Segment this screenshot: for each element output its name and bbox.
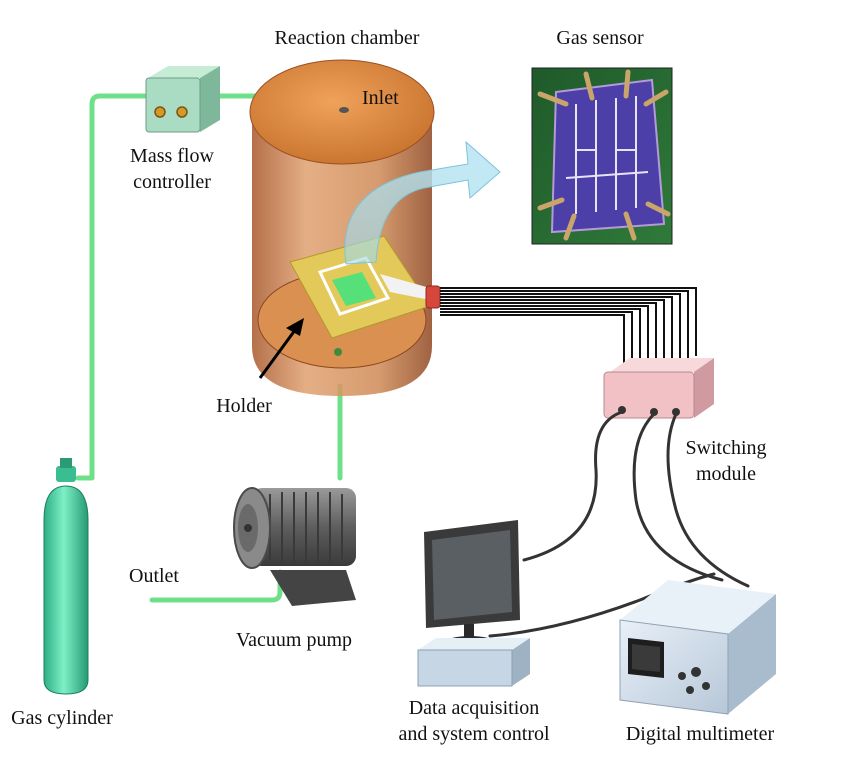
switching-module bbox=[603, 358, 714, 419]
label-inlet: Inlet bbox=[362, 87, 399, 109]
cable-bundle bbox=[425, 285, 697, 370]
label-gas-sensor: Gas sensor bbox=[556, 27, 644, 49]
label-mass-flow-line1: Mass flow bbox=[130, 145, 214, 167]
mass-flow-controller bbox=[145, 66, 220, 133]
label-switching-line2: module bbox=[696, 463, 756, 485]
label-switching-line1: Switching bbox=[685, 437, 766, 459]
gas-sensor-photo bbox=[531, 67, 673, 245]
label-vacuum-pump: Vacuum pump bbox=[236, 629, 352, 651]
gas-cylinder bbox=[43, 458, 89, 695]
label-digital-multimeter: Digital multimeter bbox=[626, 723, 775, 745]
holder-pointer-arrow bbox=[258, 318, 304, 379]
computer bbox=[417, 520, 530, 687]
label-reaction-chamber: Reaction chamber bbox=[275, 27, 420, 49]
signal-cables bbox=[488, 410, 750, 638]
label-mass-flow-line2: controller bbox=[133, 171, 211, 193]
flow-arrow-to-sensor bbox=[344, 140, 501, 265]
vacuum-pump bbox=[233, 487, 356, 606]
reaction-chamber bbox=[249, 59, 435, 396]
digital-multimeter bbox=[619, 580, 776, 715]
label-daq-line1: Data acquisition bbox=[409, 697, 540, 719]
label-gas-cylinder: Gas cylinder bbox=[11, 707, 113, 729]
label-outlet: Outlet bbox=[129, 565, 179, 587]
label-daq-line2: and system control bbox=[398, 723, 550, 745]
label-holder: Holder bbox=[216, 395, 272, 417]
